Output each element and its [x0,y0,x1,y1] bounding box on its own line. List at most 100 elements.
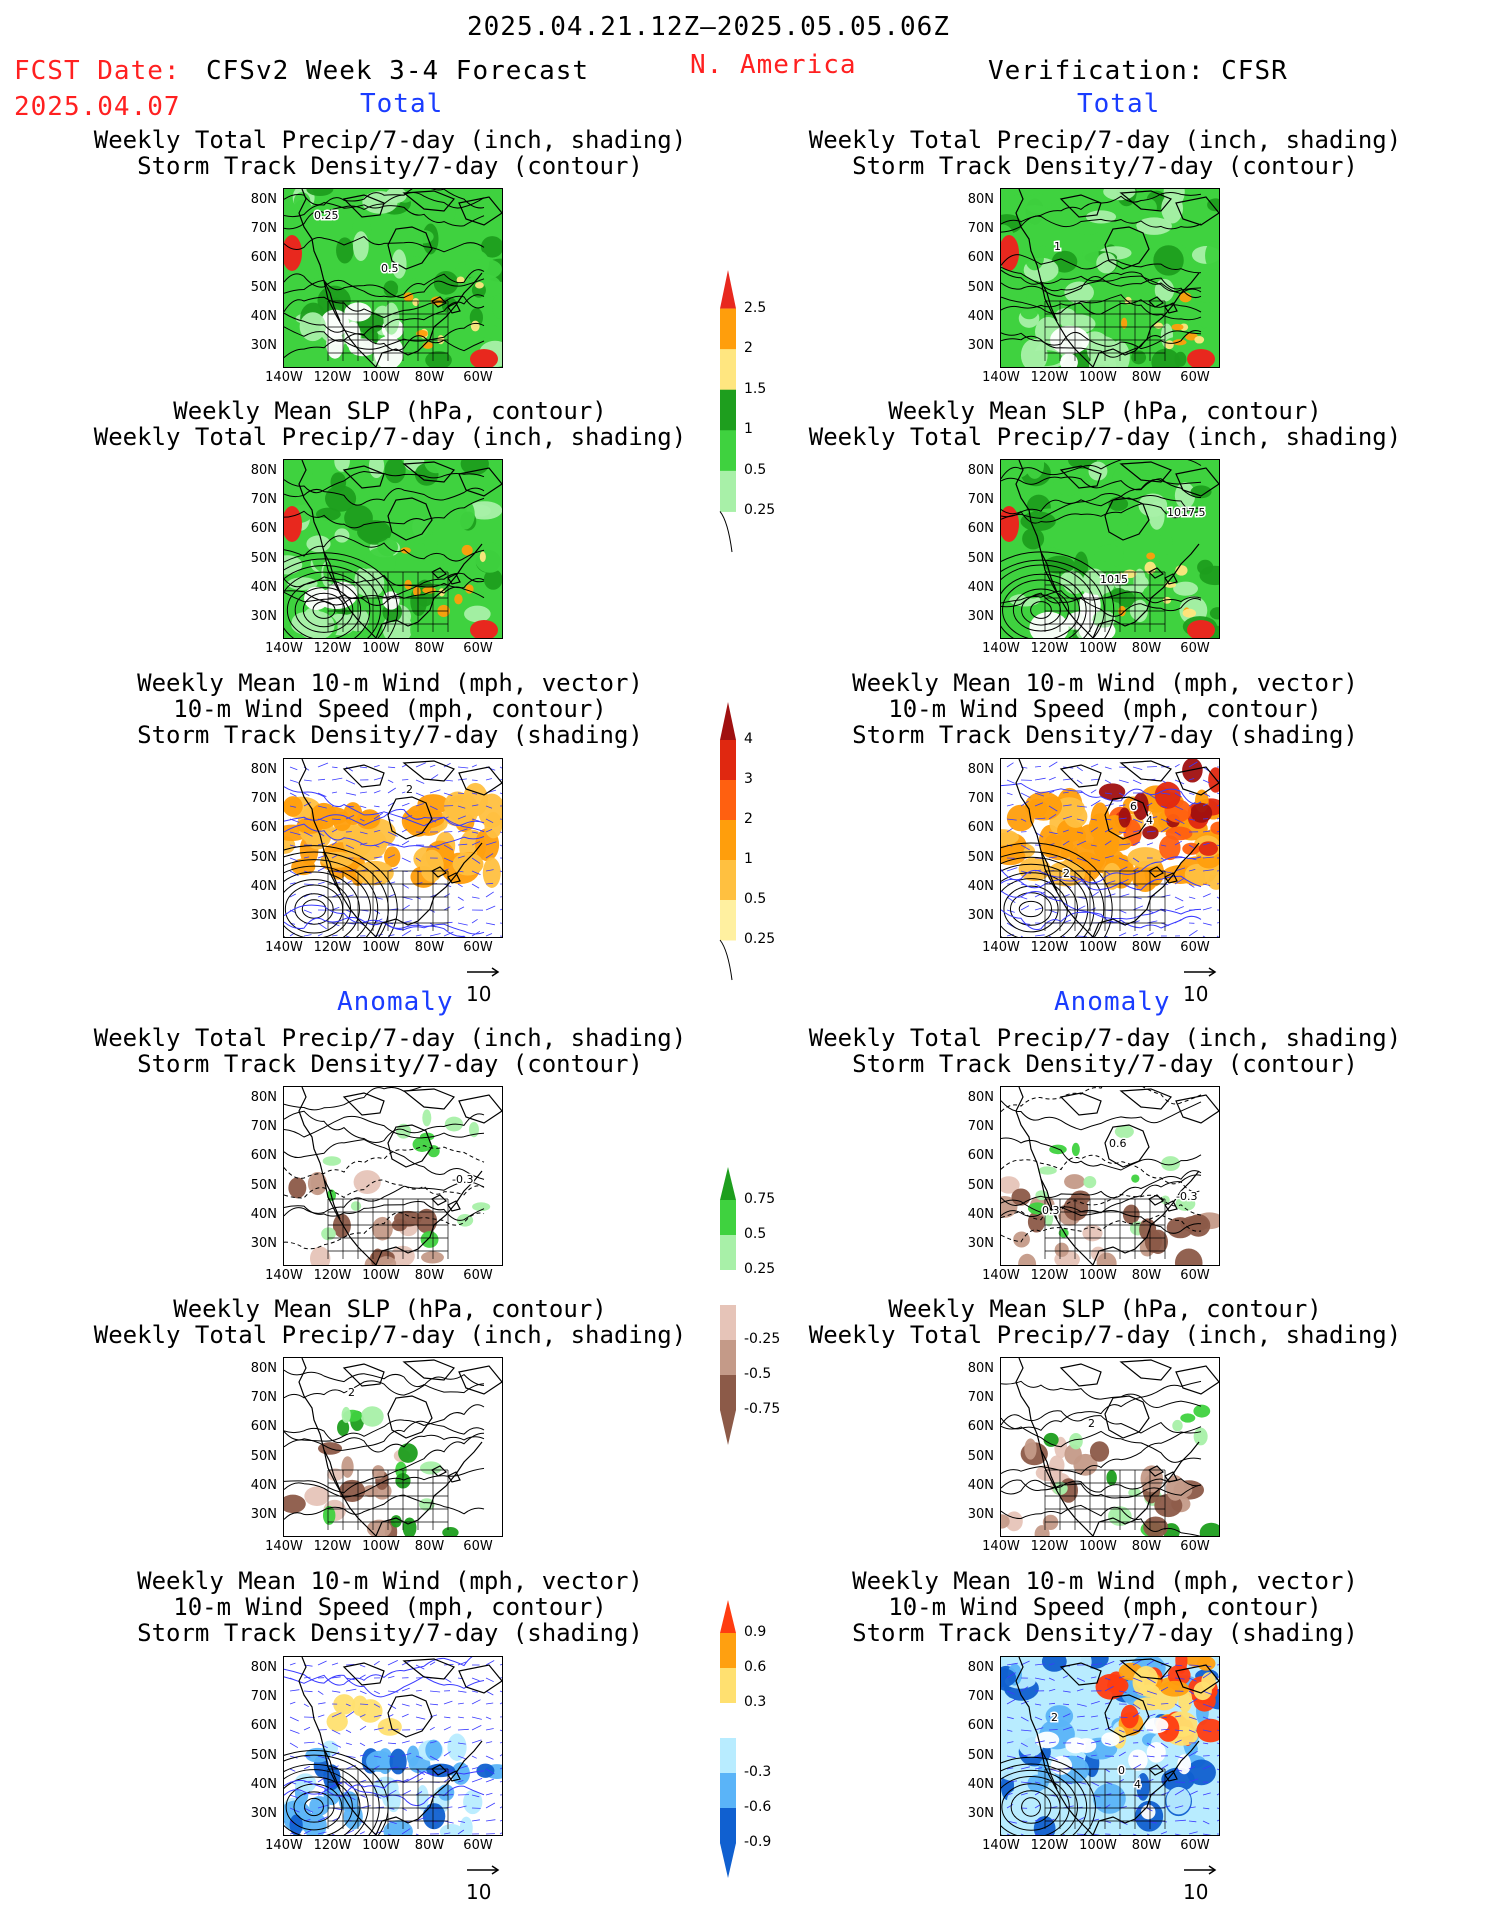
lat-tick-label: 30N [250,338,277,353]
lat-tick-label: 60N [967,521,994,537]
lat-tick-label: 30N [967,338,994,353]
lat-tick-label: 80N [967,463,994,478]
lon-tick-label: 140W [982,641,1020,656]
lat-tick-label: 40N [250,878,277,894]
colorbar-label: 2 [744,340,753,357]
colorbar-precip_anom [720,1167,736,1445]
lat-tick-label: 70N [967,221,994,237]
colorbar-label: 1 [744,421,753,438]
arrow-icon [467,1865,500,1875]
lat-tick-label: 60N [967,250,994,266]
colorbar-swatch [720,308,736,350]
lon-tick-label: 120W [1030,641,1069,656]
contour-label: 1015 [1100,573,1128,586]
colorbar-swatch [720,1600,736,1633]
lon-tick-label: 100W [1079,370,1117,385]
lon-tick-label: 60W [463,370,493,385]
lat-tick-label: 60N [967,820,994,836]
lat-tick-label: 50N [250,550,277,566]
lon-tick-label: 80W [414,1838,445,1853]
lon-tick-label: 140W [265,1838,303,1853]
colorbar-swatch [720,1668,736,1704]
map-panel-r2-left [283,459,503,639]
vector-ref-label: 10 [466,1880,492,1904]
lon-tick-label: 120W [1030,1539,1069,1554]
lon-tick-label: 60W [1180,1268,1210,1283]
lat-tick-label: 40N [250,1477,277,1493]
lat-tick-label: 40N [250,308,277,324]
colorbar-swatch [720,1410,736,1445]
map-panel-r3-left: 2 [283,758,503,938]
lat-tick-label: 70N [967,1689,994,1705]
lat-tick-label: 60N [967,1419,994,1435]
colorbar-swatch [720,1843,736,1878]
map-canvas: 0.3 0.6 -0.3 [1001,1087,1219,1265]
map-canvas: -0.3 [284,1087,502,1265]
colorbar-label: 0.3 [744,1694,767,1710]
lat-tick-label: 80N [967,192,994,207]
lon-tick-label: 100W [1079,1268,1117,1283]
vector-ref-label: 10 [466,982,492,1006]
lat-tick-label: 80N [967,1090,994,1105]
colorbar-swatch [720,1340,736,1376]
map-panel-r3-right: 4 2 6 [1000,758,1220,938]
lon-tick-label: 60W [463,1838,493,1853]
lat-tick-label: 60N [250,1718,277,1734]
lat-tick-label: 40N [250,1776,277,1792]
lat-tick-label: 60N [250,250,277,266]
contour-label: 6 [1130,800,1137,813]
colorbar-label: -0.3 [744,1764,772,1780]
lat-tick-label: 50N [967,1448,994,1464]
colorbar-storm_anom [720,1600,736,1878]
lon-tick-label: 120W [1030,940,1069,955]
colorbar-label: 0.75 [744,1191,776,1207]
colorbar-swatch [720,1375,736,1411]
section-total-right: Total [1077,89,1161,119]
lon-tick-label: 80W [1131,1838,1162,1853]
colorbar-label: 3 [744,771,753,787]
lon-tick-label: 80W [1131,641,1162,656]
title-r5-right: Weekly Mean SLP (hPa, contour) Weekly To… [808,1295,1402,1349]
colorbar-swatch [720,860,736,901]
lat-tick-label: 40N [967,1776,994,1792]
lon-tick-label: 140W [982,940,1020,955]
lon-tick-label: 120W [313,1539,352,1554]
lat-tick-label: 80N [250,1090,277,1105]
lat-tick-label: 70N [250,791,277,807]
lat-tick-label: 30N [250,1236,277,1251]
lon-tick-label: 60W [1180,940,1210,955]
lon-tick-label: 80W [414,1268,445,1283]
vector-ref-r3-left: 10 [466,958,500,1006]
colorbar-swatch [720,820,736,861]
contour-label: 1 [1054,240,1061,253]
title-r2-left: Weekly Mean SLP (hPa, contour) Weekly To… [93,397,687,451]
colorbar-swatch [720,1633,736,1669]
colorbar-swatch [720,780,736,821]
lat-tick-label: 50N [250,849,277,865]
lat-tick-label: 80N [967,1361,994,1376]
map-panel-r5-left: 2 [283,1357,503,1537]
colorbar-swatch [720,389,736,431]
lon-tick-label: 140W [982,1838,1020,1853]
section-anomaly-right: Anomaly [1054,987,1171,1017]
contour-label: 4 [1146,814,1153,827]
lat-tick-label: 50N [967,1177,994,1193]
contour-label: 0.3 [1042,1204,1060,1217]
map-canvas: 2 [284,759,502,937]
contour-label: 0.5 [381,262,399,275]
contour-label: 2 [1088,1417,1095,1430]
map-panel-r4-right: 0.3 0.6 -0.3 [1000,1086,1220,1266]
lon-tick-label: 60W [463,1268,493,1283]
vector-ref-label: 10 [1183,1880,1209,1904]
map-panel-r1-right: 1 [1000,188,1220,368]
verification-title: Verification: CFSR [988,56,1288,86]
lat-tick-label: 70N [250,1119,277,1135]
colorbar-swatch [720,430,736,472]
map-panel-r4-left: -0.3 [283,1086,503,1266]
colorbar-label: 2.5 [744,299,767,316]
lat-tick-label: 30N [967,1236,994,1251]
map-canvas: 4 2 6 [1001,759,1219,937]
lat-tick-label: 50N [250,1747,277,1763]
colorbar-swatch [720,1738,736,1774]
lat-tick-label: 50N [967,1747,994,1763]
